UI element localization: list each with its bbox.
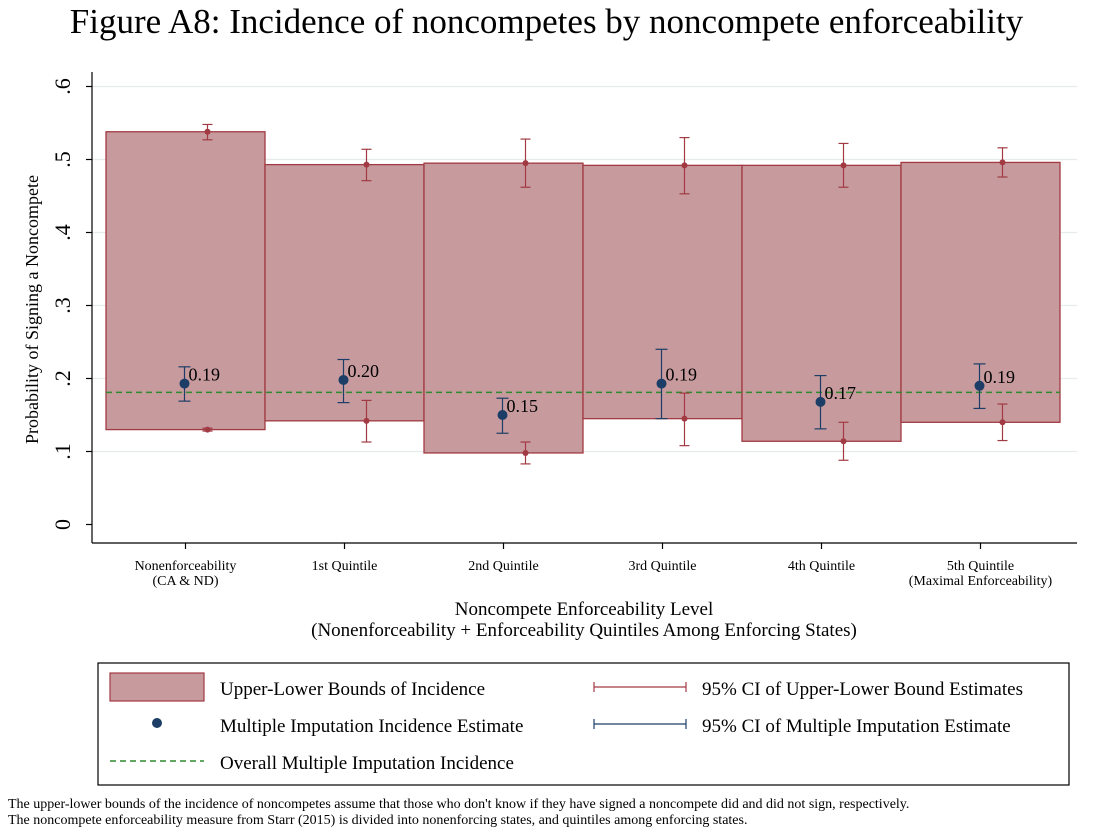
upper-bound-point-1 bbox=[363, 161, 370, 168]
note-line-1: The upper-lower bounds of the incidence … bbox=[8, 797, 910, 812]
x-tick-label-4: 4th Quintile bbox=[788, 559, 855, 574]
y-tick-label-1: .1 bbox=[50, 443, 75, 460]
estimate-label-4: 0.17 bbox=[825, 383, 857, 403]
axes-layer: 0 .1 .2 .3 .4 .5 .6 Probability of Signing a No… bbox=[22, 72, 1077, 641]
figure-notes: The upper-lower bounds of the incidence … bbox=[8, 797, 909, 829]
bound-bar-4 bbox=[741, 164, 902, 442]
x-tick-label-1: 1st Quintile bbox=[312, 559, 378, 574]
y-tick-label-6: .6 bbox=[50, 78, 75, 95]
legend-swatch-estimate-ci bbox=[593, 719, 687, 729]
legend: Upper-Lower Bounds of Incidence 95% CI of… bbox=[97, 662, 1070, 786]
estimate-point-0 bbox=[179, 378, 190, 389]
bound-bar-5 bbox=[900, 161, 1061, 423]
x-tick-label-3: 3rd Quintile bbox=[628, 559, 696, 574]
legend-label-bound-ci: 95% CI of Upper-Lower Bound Estimates bbox=[702, 679, 1023, 700]
ci-layer: 0.19 0.20 0.15 0.19 0.17 0.19 bbox=[178, 123, 1016, 465]
estimate-label-0: 0.19 bbox=[189, 365, 221, 385]
estimate-point-3 bbox=[656, 378, 667, 389]
legend-swatch-bounds bbox=[109, 672, 205, 702]
y-tick-label-5: .5 bbox=[50, 151, 75, 168]
legend-label-bounds: Upper-Lower Bounds of Incidence bbox=[220, 679, 485, 700]
estimate-label-3: 0.19 bbox=[666, 365, 698, 385]
lower-bound-point-2 bbox=[522, 449, 529, 456]
estimate-label-2: 0.15 bbox=[507, 396, 539, 416]
x-axis-title: Noncompete Enforceability Level bbox=[455, 599, 714, 620]
upper-bound-point-0 bbox=[204, 128, 211, 135]
lower-bound-point-3 bbox=[681, 415, 688, 422]
lower-bound-point-1 bbox=[363, 417, 370, 424]
lower-bound-point-5 bbox=[999, 419, 1006, 426]
x-tick-label-2: 2nd Quintile bbox=[468, 559, 538, 574]
upper-bound-point-5 bbox=[999, 159, 1006, 166]
legend-label-overall: Overall Multiple Imputation Incidence bbox=[220, 753, 514, 774]
note-line-2: The noncompete enforceability measure fr… bbox=[8, 813, 748, 828]
estimate-label-5: 0.19 bbox=[984, 367, 1016, 387]
bars-layer bbox=[105, 131, 1061, 454]
y-axis-title: Probability of Signing a Noncompete bbox=[22, 175, 42, 444]
lower-bound-point-0 bbox=[204, 426, 211, 433]
y-tick-label-2: .2 bbox=[50, 370, 75, 387]
legend-swatch-bound-ci bbox=[593, 682, 687, 692]
estimate-point-4 bbox=[815, 396, 826, 407]
x-tick-sublabel-5: (Maximal Enforceability) bbox=[909, 574, 1053, 589]
x-tick-label-0: Nonenforceability bbox=[135, 559, 237, 574]
y-tick-label-3: .3 bbox=[50, 297, 75, 314]
legend-label-estimate-ci: 95% CI of Multiple Imputation Estimate bbox=[702, 716, 1011, 737]
x-tick-label-5: 5th Quintile bbox=[947, 559, 1014, 574]
legend-box bbox=[97, 662, 1070, 786]
upper-bound-point-3 bbox=[681, 162, 688, 169]
estimate-label-1: 0.20 bbox=[348, 361, 380, 381]
x-axis-subtitle: (Nonenforceability + Enforceability Quin… bbox=[311, 620, 857, 641]
y-tick-label-0: 0 bbox=[50, 519, 75, 530]
lower-bound-point-4 bbox=[840, 438, 847, 445]
upper-bound-point-4 bbox=[840, 162, 847, 169]
estimate-point-5 bbox=[974, 380, 985, 391]
estimate-point-1 bbox=[338, 374, 349, 385]
figure-title: Figure A8: Incidence of noncompetes by n… bbox=[69, 2, 1024, 41]
estimate-point-2 bbox=[497, 410, 508, 420]
y-tick-label-4: .4 bbox=[50, 224, 75, 241]
legend-swatch-estimate bbox=[152, 718, 162, 728]
upper-bound-point-2 bbox=[522, 160, 529, 167]
legend-label-estimate: Multiple Imputation Incidence Estimate bbox=[220, 716, 523, 737]
bound-bar-2 bbox=[423, 162, 584, 454]
x-tick-sublabel-0: (CA & ND) bbox=[152, 574, 218, 589]
